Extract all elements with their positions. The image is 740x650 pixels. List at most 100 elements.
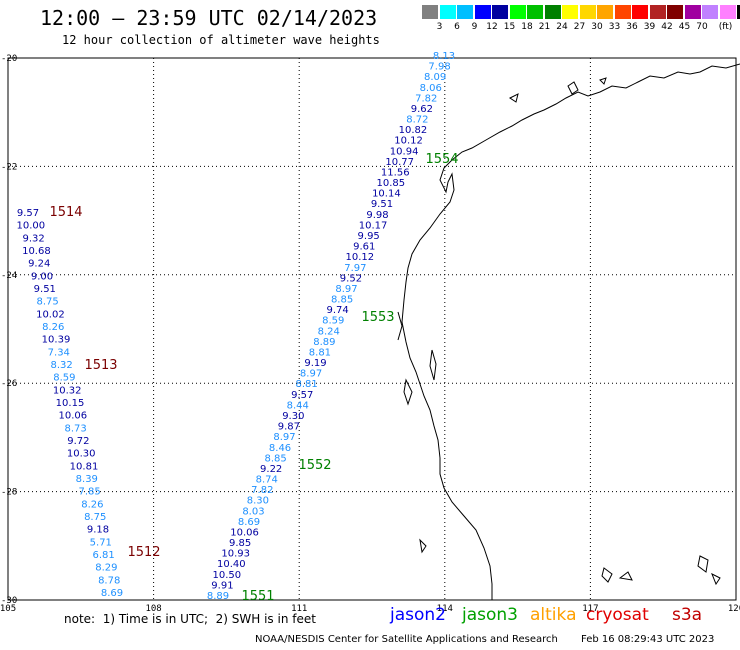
wave-height-value: 8.59 <box>322 316 344 327</box>
pass-label: 1514 <box>49 205 82 220</box>
wave-height-value: 8.73 <box>64 423 86 434</box>
colorbar-label: 42 <box>661 22 673 32</box>
wave-height-value: 8.39 <box>76 474 98 485</box>
wave-height-value: 8.03 <box>242 506 264 517</box>
wave-height-value: 10.17 <box>359 220 388 231</box>
colorbar-swatch <box>492 5 508 19</box>
wave-height-value: 9.18 <box>87 525 109 536</box>
map-title: 12:00 – 23:59 UTC 02/14/2023 <box>40 6 378 30</box>
wave-height-value: 8.89 <box>207 591 229 602</box>
colorbar-label: 39 <box>643 22 656 32</box>
colorbar-swatch <box>527 5 543 19</box>
wave-height-value: 10.12 <box>394 136 423 147</box>
colorbar-swatch <box>439 5 456 19</box>
colorbar-label: 33 <box>608 22 621 32</box>
colorbar-swatch <box>649 5 666 19</box>
lon-tick-label: 111 <box>291 604 307 614</box>
colorbar-swatch <box>632 5 648 19</box>
wave-height-value: 7.85 <box>78 487 100 498</box>
wave-height-value: 9.52 <box>340 273 362 284</box>
wave-height-value: 9.61 <box>353 242 375 253</box>
wave-height-value: 10.81 <box>70 461 99 472</box>
wave-height-value: 9.51 <box>371 199 393 210</box>
wave-height-value: 5.71 <box>90 537 112 548</box>
wave-height-value: 10.77 <box>385 157 414 168</box>
colorbar-label: 21 <box>538 22 551 32</box>
wave-height-value: 9.30 <box>282 411 304 422</box>
lat-tick-label: -26 <box>1 379 17 389</box>
wave-height-value: 7.82 <box>415 93 437 104</box>
lon-tick-label: 114 <box>437 604 453 614</box>
wave-height-value: 8.24 <box>318 326 340 337</box>
wave-height-value: 7.97 <box>344 263 366 274</box>
pass-label: 1551 <box>241 589 274 604</box>
wave-height-value: 9.57 <box>291 390 313 401</box>
wave-height-value: 10.02 <box>36 309 65 320</box>
wave-height-value: 9.24 <box>28 259 50 270</box>
wave-height-value: 8.26 <box>81 499 103 510</box>
satellite-legend-altika: altika <box>530 605 577 625</box>
wave-height-value: 9.91 <box>211 580 233 591</box>
wave-height-value: 9.57 <box>17 208 39 219</box>
wave-height-value: 8.85 <box>331 295 353 306</box>
wave-height-value: 9.22 <box>260 464 282 475</box>
satellite-legend-s3a: s3a <box>672 605 703 625</box>
wave-height-value: 8.97 <box>335 284 357 295</box>
wave-height-value: 10.06 <box>230 527 259 538</box>
wave-height-value: 8.75 <box>36 297 58 308</box>
pass-label: 1513 <box>84 358 117 373</box>
wave-height-value: 8.74 <box>256 475 278 486</box>
colorbar-swatch <box>457 5 473 19</box>
wave-height-value: 10.30 <box>67 449 96 460</box>
lon-tick-label: 120 <box>728 604 740 614</box>
colorbar-swatch <box>597 5 613 19</box>
colorbar-label: 45 <box>678 22 691 32</box>
pass-label: 1554 <box>425 152 458 167</box>
wave-height-value: 8.32 <box>50 360 72 371</box>
generated-timestamp: Feb 16 08:29:43 UTC 2023 <box>581 634 715 645</box>
lat-tick-label: -28 <box>1 488 17 498</box>
colorbar-label: 12 <box>486 22 498 32</box>
wave-height-value: 10.50 <box>213 570 242 581</box>
colorbar-label: 6 <box>454 22 460 32</box>
wave-height-value: 11.56 <box>381 167 410 178</box>
credit-line: NOAA/NESDIS Center for Satellite Applica… <box>255 634 558 645</box>
wave-height-value: 8.97 <box>273 432 295 443</box>
wave-height-value: 9.85 <box>229 538 251 549</box>
wave-height-value: 8.69 <box>238 517 260 528</box>
wave-height-value: 8.81 <box>309 347 331 358</box>
lat-tick-label: -24 <box>1 271 17 281</box>
wave-height-value: 8.29 <box>95 563 117 574</box>
colorbar-label: 15 <box>503 22 516 32</box>
wave-height-value: 10.68 <box>22 246 51 257</box>
wave-height-value: 9.72 <box>67 436 89 447</box>
colorbar-swatch <box>702 5 718 19</box>
wave-height-value: 7.34 <box>48 347 70 358</box>
wave-height-value: 8.09 <box>424 72 446 83</box>
wave-height-value: 10.94 <box>390 146 419 157</box>
wave-height-value: 9.19 <box>304 358 326 369</box>
colorbar-label: 36 <box>626 22 638 32</box>
colorbar-label: 70 <box>696 22 708 32</box>
wave-height-value: 8.72 <box>406 115 428 126</box>
wave-height-value: 7.82 <box>251 485 273 496</box>
wave-height-value: 10.00 <box>16 221 45 232</box>
satellite-legend-cryosat: cryosat <box>586 605 649 625</box>
colorbar-label: 24 <box>556 22 568 32</box>
pass-label: 1553 <box>361 310 394 325</box>
colorbar-label: 9 <box>471 22 478 32</box>
map-border <box>7 57 737 601</box>
wave-height-value: 10.39 <box>42 335 71 346</box>
wave-height-value: 6.81 <box>92 550 114 561</box>
satellite-legend-jason2: jason2 <box>390 605 446 625</box>
lon-tick-label: 117 <box>582 604 598 614</box>
colorbar-swatch <box>684 5 701 19</box>
wave-height-value: 9.98 <box>366 210 388 221</box>
wave-height-value: 9.87 <box>278 422 300 433</box>
colorbar-swatch <box>474 5 491 19</box>
wave-height-value: 10.82 <box>399 125 428 136</box>
wave-height-value: 10.06 <box>58 411 87 422</box>
colorbar-swatch <box>737 5 740 19</box>
colorbar-swatch <box>422 5 438 19</box>
